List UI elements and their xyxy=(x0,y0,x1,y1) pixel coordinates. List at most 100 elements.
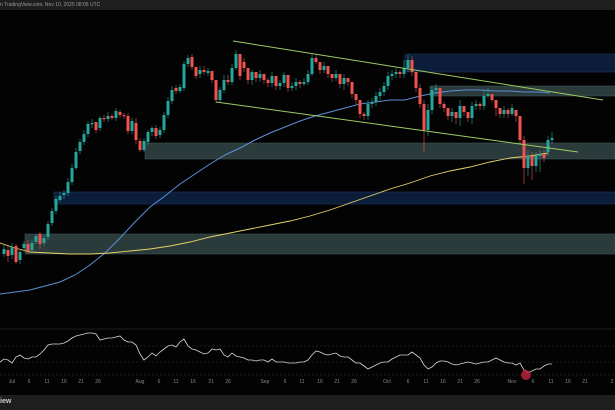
candle-body xyxy=(122,115,126,117)
candle-body xyxy=(510,108,514,114)
candle-body xyxy=(22,244,26,248)
candle-body xyxy=(118,112,122,115)
candle-body xyxy=(362,114,366,116)
candle-body xyxy=(266,80,270,83)
candle-body xyxy=(50,211,54,223)
channel-upper[interactable] xyxy=(232,40,604,101)
header-text: n TradingView.com, Nov 10, 2025 08:05 UT… xyxy=(0,2,101,8)
x-axis-tick-label: 21 xyxy=(457,379,463,385)
resistance-zone-mid[interactable] xyxy=(429,85,615,97)
candle-body xyxy=(330,74,334,78)
x-axis-tick-label: 16 xyxy=(190,379,196,385)
resistance-zone-top[interactable] xyxy=(404,53,615,73)
candle-body xyxy=(394,72,398,74)
candle-body xyxy=(518,116,522,140)
candle-body xyxy=(542,154,546,158)
candle-body xyxy=(426,110,430,130)
candle-body xyxy=(162,115,166,130)
candle-body xyxy=(314,58,318,62)
candle-body xyxy=(466,112,470,118)
chart-header: n TradingView.com, Nov 10, 2025 08:05 UT… xyxy=(0,0,615,10)
candle-body xyxy=(338,74,342,84)
candle-body xyxy=(102,118,106,120)
candle-body xyxy=(230,68,234,82)
candle-body xyxy=(90,123,94,125)
x-axis-tick-label: 11 xyxy=(299,379,304,385)
candle-body xyxy=(154,128,158,136)
candle-body xyxy=(58,196,62,200)
candle-body xyxy=(498,108,502,114)
candle-body xyxy=(342,78,346,84)
candle-body xyxy=(422,104,426,130)
x-axis-tick-label: Sep xyxy=(261,379,270,385)
candle-body xyxy=(82,134,86,142)
x-axis-tick-label: 21 xyxy=(78,379,84,385)
candle-body xyxy=(322,66,326,70)
x-axis-tick-label: 16 xyxy=(317,379,323,385)
candle-body xyxy=(42,238,46,243)
candle-body xyxy=(186,58,190,64)
candle-body xyxy=(190,57,194,67)
candle-body xyxy=(366,104,370,116)
candle-body xyxy=(386,76,390,86)
candle-body xyxy=(550,138,554,140)
candle-body xyxy=(202,70,206,72)
candle-body xyxy=(222,80,226,90)
candle-body xyxy=(198,70,202,74)
candle-body xyxy=(14,246,18,262)
candle-body xyxy=(294,82,298,86)
ma-fast-line xyxy=(0,89,551,295)
candle-body xyxy=(26,244,30,251)
candle-body xyxy=(418,88,422,104)
candle-body xyxy=(298,82,302,84)
candle-body xyxy=(478,104,482,106)
candle-body xyxy=(70,168,74,182)
candle-body xyxy=(446,108,450,116)
x-axis-tick-label: 16 xyxy=(440,379,446,385)
rsi-line xyxy=(0,332,552,374)
candle-body xyxy=(74,152,78,168)
support-zone-current[interactable] xyxy=(144,142,615,160)
candle-body xyxy=(302,82,306,84)
candle-body xyxy=(142,141,146,150)
candle-body xyxy=(410,60,414,72)
candle-body xyxy=(490,94,494,100)
candle-body xyxy=(38,234,42,244)
x-axis-tick-label: 26 xyxy=(474,379,480,385)
candle-body xyxy=(486,94,490,96)
channel-lower[interactable] xyxy=(215,101,579,153)
candle-body xyxy=(114,111,118,118)
support-zone-blue[interactable] xyxy=(53,191,615,205)
candle-body xyxy=(502,110,506,114)
x-axis-tick-label: 11 xyxy=(173,379,178,385)
x-axis-tick-label: 26 xyxy=(351,379,357,385)
candle-body xyxy=(62,193,66,195)
candle-body xyxy=(226,80,230,82)
candle-body xyxy=(454,112,458,118)
candle-body xyxy=(350,82,354,94)
candle-body xyxy=(290,86,294,88)
candle-body xyxy=(210,71,214,80)
candle-body xyxy=(326,66,330,74)
x-axis-tick-label: 11 xyxy=(423,379,428,385)
candle-body xyxy=(110,116,114,118)
brand-logo-text: iew xyxy=(0,398,12,405)
candle-body xyxy=(6,250,10,256)
candle-body xyxy=(354,94,358,100)
candle-body xyxy=(18,252,22,260)
candle-body xyxy=(538,154,542,156)
candle-body xyxy=(374,96,378,102)
candle-body xyxy=(218,90,222,100)
x-axis-tick-label: Jul xyxy=(9,379,15,385)
candle-body xyxy=(522,140,526,168)
price-chart[interactable]: Jul 6 11 16 21 26 Aug 6 11 16 21 26 Sep 6 11 16 21 26 Oct 6… xyxy=(0,10,615,395)
chart-canvas[interactable]: Jul 6 11 16 21 26 Aug 6 11 16 21 26 Sep 6 11 16 21 26 Oct 6… xyxy=(0,10,615,395)
candle-body xyxy=(214,80,218,100)
candle-body xyxy=(414,72,418,88)
candle-body xyxy=(346,78,350,82)
candle-body xyxy=(534,156,538,166)
candle-body xyxy=(10,247,14,255)
candle-body xyxy=(470,106,474,118)
candle-body xyxy=(450,112,454,116)
candle-body xyxy=(66,182,70,193)
